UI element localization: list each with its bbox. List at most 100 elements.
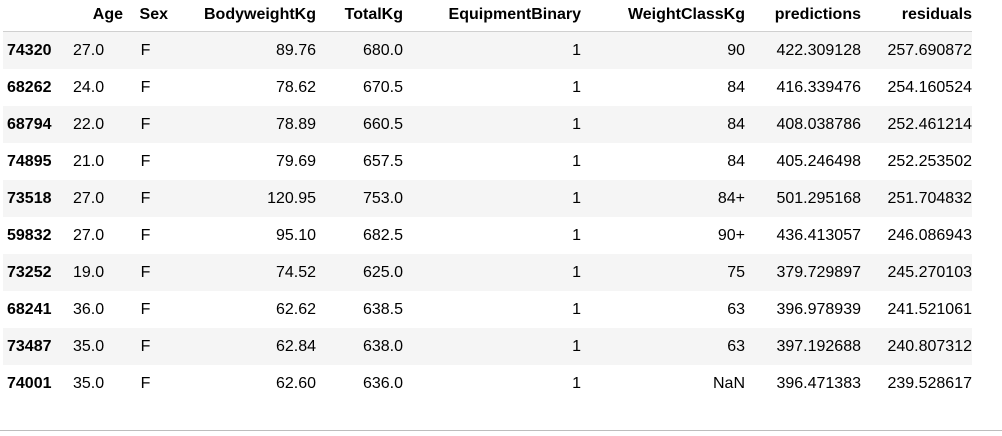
cell-sex: F: [140, 227, 151, 244]
table-row: 73252 19.0 F 74.52 625.0 1 75 379.729897 245.270…: [3, 254, 972, 291]
cell-weightclass: 84: [727, 79, 745, 96]
cell-total: 625.0: [362, 264, 403, 281]
cell-total: 670.5: [362, 79, 403, 96]
cell-sex: F: [140, 190, 151, 207]
cell-predictions: 408.038786: [776, 116, 861, 133]
table-body: 74320 27.0 F 89.76 680.0 1 90 422.309128 257.690…: [3, 31, 972, 402]
cell-equipment: 1: [572, 338, 581, 355]
cell-age: 27.0: [73, 42, 105, 59]
table-row: 59832 27.0 F 95.10 682.5 1 90+ 436.413057 246.08…: [3, 217, 972, 254]
cell-equipment: 1: [572, 153, 581, 170]
cell-total: 682.5: [362, 227, 403, 244]
cell-predictions: 416.339476: [776, 79, 861, 96]
cell-equipment: 1: [572, 79, 581, 96]
cell-residuals: 245.270103: [887, 264, 972, 281]
table-row: 74320 27.0 F 89.76 680.0 1 90 422.309128 257.690…: [3, 31, 972, 69]
row-index: 73252: [7, 264, 52, 281]
cell-total: 638.5: [362, 301, 403, 318]
cell-age: 35.0: [73, 375, 105, 392]
cell-equipment: 1: [572, 301, 581, 318]
cell-bodyweight: 78.62: [275, 79, 316, 96]
header-row: Age Sex BodyweightKg TotalKg EquipmentBi…: [3, 3, 972, 32]
header-index: [3, 3, 73, 32]
cell-total: 660.5: [362, 116, 403, 133]
cell-total: 638.0: [362, 338, 403, 355]
cell-sex: F: [140, 338, 151, 355]
cell-bodyweight: 89.76: [275, 42, 316, 59]
row-index: 73487: [7, 338, 52, 355]
cell-age: 27.0: [73, 190, 105, 207]
cell-sex: F: [140, 79, 151, 96]
cell-predictions: 379.729897: [776, 264, 861, 281]
header-total: TotalKg: [316, 3, 403, 32]
output-divider: [0, 430, 1002, 431]
header-equipment: EquipmentBinary: [403, 3, 581, 32]
cell-weightclass: 90+: [717, 227, 745, 244]
cell-predictions: 422.309128: [776, 42, 861, 59]
cell-weightclass: 75: [727, 264, 745, 281]
cell-sex: F: [140, 264, 151, 281]
row-index: 73518: [7, 190, 52, 207]
row-index: 74001: [7, 375, 52, 392]
cell-sex: F: [140, 116, 151, 133]
cell-sex: F: [140, 42, 151, 59]
table-row: 68794 22.0 F 78.89 660.5 1 84 408.038786 252.461…: [3, 106, 972, 143]
cell-residuals: 252.253502: [887, 153, 972, 170]
cell-predictions: 397.192688: [776, 338, 861, 355]
cell-weightclass: 63: [727, 338, 745, 355]
cell-residuals: 257.690872: [887, 42, 972, 59]
cell-equipment: 1: [572, 375, 581, 392]
table-row: 74001 35.0 F 62.60 636.0 1 NaN 396.471383 239.52…: [3, 365, 972, 402]
cell-weightclass: NaN: [712, 375, 745, 392]
cell-residuals: 241.521061: [887, 301, 972, 318]
table-row: 68241 36.0 F 62.62 638.5 1 63 396.978939 241.521…: [3, 291, 972, 328]
cell-age: 24.0: [73, 79, 105, 96]
cell-residuals: 252.461214: [887, 116, 972, 133]
cell-age: 36.0: [73, 301, 105, 318]
header-sex: Sex: [123, 3, 168, 32]
cell-predictions: 436.413057: [776, 227, 861, 244]
cell-residuals: 254.160524: [887, 79, 972, 96]
cell-equipment: 1: [572, 227, 581, 244]
cell-age: 35.0: [73, 338, 105, 355]
cell-weightclass: 90: [727, 42, 745, 59]
cell-sex: F: [140, 375, 151, 392]
cell-sex: F: [140, 301, 151, 318]
cell-bodyweight: 78.89: [275, 116, 316, 133]
cell-residuals: 240.807312: [887, 338, 972, 355]
cell-bodyweight: 79.69: [275, 153, 316, 170]
cell-equipment: 1: [572, 116, 581, 133]
header-age: Age: [73, 3, 123, 32]
cell-age: 27.0: [73, 227, 105, 244]
cell-predictions: 501.295168: [776, 190, 861, 207]
cell-residuals: 239.528617: [887, 375, 972, 392]
cell-weightclass: 84: [727, 153, 745, 170]
cell-weightclass: 63: [727, 301, 745, 318]
cell-total: 680.0: [362, 42, 403, 59]
row-index: 68241: [7, 301, 52, 318]
cell-age: 21.0: [73, 153, 105, 170]
row-index: 74320: [7, 42, 52, 59]
table-row: 73518 27.0 F 120.95 753.0 1 84+ 501.295168 251.7…: [3, 180, 972, 217]
cell-bodyweight: 74.52: [275, 264, 316, 281]
table-row: 68262 24.0 F 78.62 670.5 1 84 416.339476 254.160…: [3, 69, 972, 106]
row-index: 68794: [7, 116, 52, 133]
cell-weightclass: 84+: [717, 190, 745, 207]
table-row: 73487 35.0 F 62.84 638.0 1 63 397.192688 240.807…: [3, 328, 972, 365]
cell-age: 22.0: [73, 116, 105, 133]
cell-equipment: 1: [572, 264, 581, 281]
row-index: 68262: [7, 79, 52, 96]
cell-sex: F: [140, 153, 151, 170]
cell-predictions: 396.471383: [776, 375, 861, 392]
dataframe-output: Age Sex BodyweightKg TotalKg EquipmentBi…: [3, 3, 972, 402]
cell-total: 636.0: [362, 375, 403, 392]
cell-weightclass: 84: [727, 116, 745, 133]
cell-bodyweight: 62.84: [275, 338, 316, 355]
cell-total: 753.0: [362, 190, 403, 207]
cell-bodyweight: 62.60: [275, 375, 316, 392]
cell-equipment: 1: [572, 42, 581, 59]
header-residuals: residuals: [861, 3, 972, 32]
table-row: 74895 21.0 F 79.69 657.5 1 84 405.246498 252.253…: [3, 143, 972, 180]
cell-total: 657.5: [362, 153, 403, 170]
header-bodyweight: BodyweightKg: [168, 3, 316, 32]
